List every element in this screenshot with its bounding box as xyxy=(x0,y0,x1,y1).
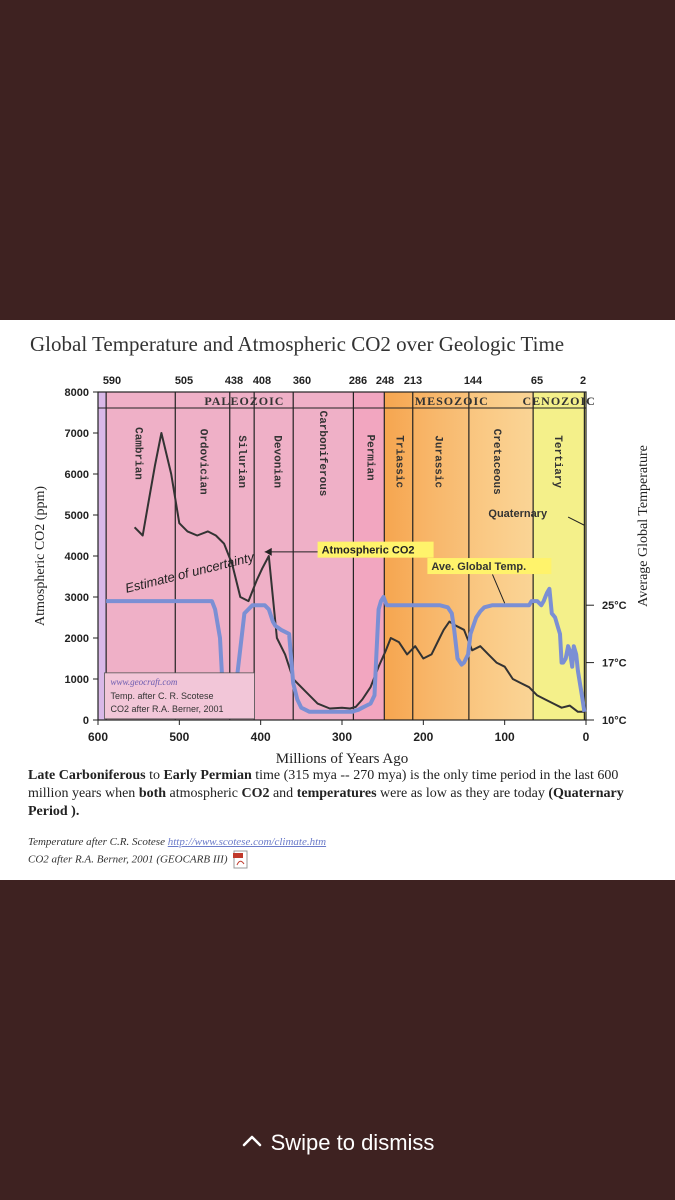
top-tick-label: 65 xyxy=(531,375,543,387)
period-label: Cambrian xyxy=(131,427,143,480)
caption-part: atmospheric xyxy=(166,786,242,801)
caption-part: (Quaternary Period ). xyxy=(28,786,624,819)
x-tick-label: 0 xyxy=(583,730,590,744)
x-tick-label: 300 xyxy=(332,730,352,744)
period-label: Cretaceous xyxy=(490,429,502,495)
x-tick-label: 400 xyxy=(251,730,271,744)
x-tick-label: 600 xyxy=(88,730,108,744)
y-tick-label: 2000 xyxy=(65,633,89,645)
co2-label-box xyxy=(317,541,434,558)
annotation-co2: Atmospheric CO2 xyxy=(322,545,415,557)
period-label: Devonian xyxy=(271,435,283,488)
band-quaternary xyxy=(584,392,586,720)
top-tick-label: 213 xyxy=(404,375,422,387)
y-tick-label: 4000 xyxy=(65,551,89,563)
pdf-icon[interactable] xyxy=(232,850,250,870)
x-tick-label: 500 xyxy=(169,730,189,744)
y-tick-label: 8000 xyxy=(65,387,89,399)
y-axis-title: Atmospheric CO2 (ppm) xyxy=(33,486,48,626)
era-label: CENOZOIC xyxy=(522,394,595,408)
y2-axis-title: Average Global Temperature xyxy=(636,445,651,607)
temp-tick-label: 10°C xyxy=(602,715,627,727)
credit-line: Temp. after C. R. Scotese xyxy=(111,691,214,701)
period-label: Jurassic xyxy=(432,435,444,488)
series-lines xyxy=(106,432,587,716)
period-labels: PALEOZOIC MESOZOIC CENOZOIC Cambrian Ordovic… xyxy=(131,394,595,497)
temp-tick-label: 25°C xyxy=(602,600,627,612)
temp-pointer-line xyxy=(492,574,506,604)
caption-part: Late Carboniferous xyxy=(28,768,146,783)
period-label: Tertiary xyxy=(551,435,563,488)
top-tick-label: 360 xyxy=(293,375,311,387)
y-tick-label: 7000 xyxy=(65,428,89,440)
temp-label-box xyxy=(427,558,552,575)
era-label: MESOZOIC xyxy=(415,394,489,408)
caption-part: and xyxy=(269,786,297,801)
period-label: Triassic xyxy=(393,435,405,488)
period-label: Ordovician xyxy=(197,429,209,495)
top-tick-label: 248 xyxy=(376,375,394,387)
annotation-quaternary: Quaternary xyxy=(488,508,548,520)
band-precambrian xyxy=(98,392,107,720)
temp-tick-label: 17°C xyxy=(602,658,627,670)
caption-part: were as low as they are today xyxy=(376,786,549,801)
credit-box xyxy=(104,672,255,720)
image-card: Global Temperature and Atmospheric CO2 o… xyxy=(0,320,675,880)
dismiss-label: Swipe to dismiss xyxy=(270,1130,435,1155)
y-tick-label: 5000 xyxy=(65,510,89,522)
period-band xyxy=(254,392,294,720)
co2-line xyxy=(133,432,585,713)
caption-part: CO2 xyxy=(241,786,270,801)
chevron-up-icon xyxy=(242,1135,261,1147)
period-band xyxy=(229,392,255,720)
caption-part: both xyxy=(138,786,167,801)
top-tick-label: 590 xyxy=(103,375,121,387)
annotation-temp: Ave. Global Temp. xyxy=(431,561,526,573)
temperature-line xyxy=(106,586,587,716)
top-tick-label: 408 xyxy=(253,375,271,387)
caption-part: time (315 mya -- 270 mya) is the only ti… xyxy=(28,768,619,801)
credits: Temperature after C.R. Scotese http://ww… xyxy=(28,835,326,870)
period-label: Carboniferous xyxy=(316,411,328,497)
y-tick-label: 1000 xyxy=(65,674,89,686)
top-tick-label: 438 xyxy=(225,375,243,387)
period-label: Silurian xyxy=(235,435,247,488)
caption-part: Early Permian xyxy=(163,768,252,783)
top-tick-label: 144 xyxy=(464,375,483,387)
co2-credit: CO2 after R.A. Berner, 2001 (GEOCARB III… xyxy=(28,853,228,866)
caption-text: Late Carboniferous to Early Permian time… xyxy=(28,767,658,821)
quaternary-pointer-line xyxy=(567,516,585,526)
credit-line: www.geocraft.com xyxy=(111,677,178,687)
y-tick-label: 6000 xyxy=(65,469,89,481)
co2-pointer-arrow xyxy=(264,547,272,556)
caption-part: to xyxy=(145,768,164,783)
chart-title: Global Temperature and Atmospheric CO2 o… xyxy=(30,332,565,356)
caption-part: temperatures xyxy=(296,786,377,801)
temp-credit: Temperature after C.R. Scotese xyxy=(28,836,168,848)
x-tick-label: 100 xyxy=(495,730,515,744)
swipe-to-dismiss[interactable]: Swipe to dismiss xyxy=(0,1130,675,1156)
credit-line: CO2 after R.A. Berner, 2001 xyxy=(111,704,224,714)
period-label: Permian xyxy=(363,434,375,480)
era-label: PALEOZOIC xyxy=(204,394,284,408)
y-tick-label: 0 xyxy=(83,715,89,727)
scotese-link[interactable]: http://www.scotese.com/climate.htm xyxy=(167,836,327,848)
y-tick-label: 3000 xyxy=(65,592,89,604)
x-tick-label: 200 xyxy=(413,730,433,744)
top-tick-label: 505 xyxy=(175,375,193,387)
top-tick-label: 2 xyxy=(580,375,586,387)
top-tick-label: 286 xyxy=(349,375,367,387)
x-axis-title: Millions of Years Ago xyxy=(276,751,409,767)
